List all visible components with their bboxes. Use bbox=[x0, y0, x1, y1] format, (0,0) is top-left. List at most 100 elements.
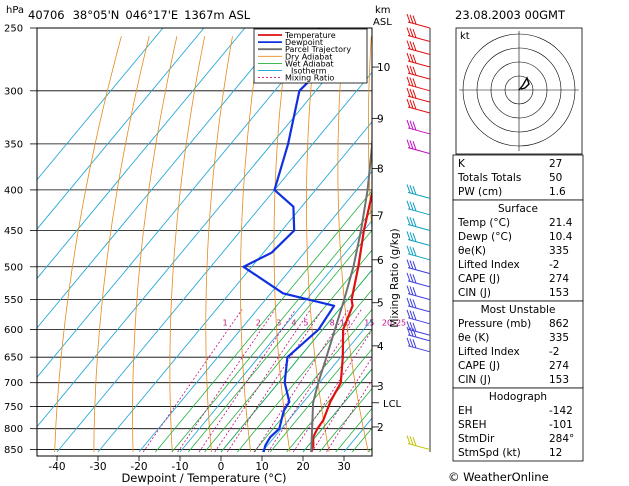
wind-barb-shaft bbox=[407, 267, 431, 275]
series-dewpoint bbox=[242, 28, 336, 453]
wind-barb-250 bbox=[406, 13, 431, 29]
hodograph-trace bbox=[518, 76, 530, 91]
wind-barb-flag bbox=[406, 139, 411, 149]
dry-adiabat bbox=[132, 36, 178, 453]
wet-adiabat bbox=[171, 209, 372, 453]
isotherm bbox=[261, 318, 372, 453]
isotherm bbox=[37, 28, 246, 280]
wet-adiabat bbox=[204, 249, 372, 453]
wind-barb-flag bbox=[412, 121, 417, 131]
wind-barb-510 bbox=[406, 259, 431, 275]
legend-label-3: Dry Adiabat bbox=[285, 52, 332, 61]
p-tick-label-800: 800 bbox=[4, 424, 23, 435]
p-tick-label-650: 650 bbox=[4, 353, 23, 364]
wind-barb-610 bbox=[406, 321, 431, 336]
isotherm bbox=[56, 71, 372, 453]
wind-barb-flag bbox=[406, 231, 411, 241]
wind-barb-530 bbox=[406, 272, 431, 288]
unstable-value-0: 862 bbox=[549, 318, 569, 330]
wind-barb-shaft bbox=[407, 72, 431, 80]
surface-value-3: -2 bbox=[549, 259, 559, 271]
wind-barb-360 bbox=[406, 139, 431, 155]
wind-profile bbox=[406, 13, 431, 452]
wind-barb-flag bbox=[412, 287, 417, 296]
wet-adiabat bbox=[269, 328, 372, 453]
wind-barb-270 bbox=[406, 40, 431, 55]
km-tick-label-6: 6 bbox=[377, 255, 384, 267]
mixing-ratio-line bbox=[198, 309, 296, 453]
top-value-1: 50 bbox=[549, 172, 562, 184]
plot-background: 12345810152025 bbox=[37, 27, 406, 450]
legend-label-1: Dewpoint bbox=[285, 38, 323, 47]
dry-adiabat bbox=[54, 36, 122, 453]
wind-barb-flag bbox=[406, 285, 411, 295]
indices-surface-box bbox=[452, 199, 584, 302]
unstable-label-4: CIN (J) bbox=[458, 374, 491, 386]
x-tick-label--30: -30 bbox=[89, 461, 106, 473]
surface-value-0: 21.4 bbox=[549, 217, 573, 229]
wind-barb-flag bbox=[409, 14, 414, 24]
x-tick-label-0: 0 bbox=[218, 461, 225, 473]
axes: 250300350400450500550600650700750800850-… bbox=[4, 24, 402, 474]
top-value-0: 27 bbox=[549, 158, 562, 170]
isotherm bbox=[179, 219, 372, 453]
wind-barb-flag bbox=[406, 435, 411, 445]
wind-barb-flag bbox=[412, 78, 417, 88]
wind-barb-flag bbox=[406, 326, 411, 336]
isotherm bbox=[37, 28, 287, 329]
isotherm bbox=[138, 170, 372, 453]
wind-barb-flag bbox=[409, 286, 414, 296]
wind-barb-shaft bbox=[407, 21, 431, 29]
x-tick-label-20: 20 bbox=[296, 461, 309, 473]
hodo-label-2: StmDir bbox=[458, 433, 495, 445]
km-tick-label-8: 8 bbox=[377, 164, 384, 176]
wind-barb-310 bbox=[406, 87, 431, 103]
wind-barb-shaft bbox=[407, 35, 431, 42]
mixing-ratio-line bbox=[142, 309, 243, 453]
dry-adiabat bbox=[398, 36, 447, 452]
wind-barb-flag bbox=[409, 53, 414, 63]
wind-barb-flag bbox=[406, 309, 411, 319]
wind-barb-flag bbox=[406, 98, 411, 108]
wind-barb-570 bbox=[406, 297, 431, 313]
dry-adiabat bbox=[368, 36, 372, 237]
mixing-ratio-label-4: 5 bbox=[303, 319, 308, 328]
wind-barb-flag bbox=[412, 41, 417, 51]
credit: © WeatherOnline bbox=[448, 470, 549, 484]
dry-adiabat bbox=[169, 36, 206, 453]
wind-barb-flag bbox=[406, 245, 411, 255]
plot-lines bbox=[37, 28, 629, 453]
wind-barb-850 bbox=[406, 435, 431, 451]
wind-barb-flag bbox=[409, 338, 414, 348]
km-tick-label-3: 3 bbox=[377, 381, 384, 393]
wind-barb-flag bbox=[406, 64, 411, 74]
wet-adiabat bbox=[187, 229, 372, 453]
legend-label-6: Mixing Ratio bbox=[285, 74, 334, 83]
wind-barb-flag bbox=[409, 232, 414, 241]
hodo-label-1: SREH bbox=[458, 419, 487, 431]
unstable-value-3: 274 bbox=[549, 360, 569, 372]
surface-value-5: 153 bbox=[549, 287, 569, 299]
wind-barb-shaft bbox=[407, 305, 431, 313]
wind-barb-flag bbox=[412, 339, 417, 349]
wind-barb-flag bbox=[412, 100, 417, 110]
dry-adiabat bbox=[621, 36, 629, 452]
wet-adiabat bbox=[220, 269, 372, 453]
hodo-value-3: 12 bbox=[549, 447, 562, 459]
wind-barb-shaft bbox=[407, 84, 431, 92]
wind-barb-flag bbox=[406, 52, 411, 62]
wind-barb-shaft bbox=[407, 60, 431, 68]
indices-unstable-box bbox=[452, 300, 584, 389]
mixing-ratio-label-9: 25 bbox=[396, 319, 406, 328]
x-tick-label-10: 10 bbox=[255, 461, 268, 473]
wind-barb-flag bbox=[406, 297, 411, 307]
wet-adiabat bbox=[302, 368, 372, 453]
unstable-label-3: CAPE (J) bbox=[458, 360, 500, 372]
dry-adiabat bbox=[240, 36, 261, 453]
km-tick-label-4: 4 bbox=[377, 341, 384, 353]
wind-barb-shaft bbox=[407, 317, 431, 325]
hodo-label-3: StmSpd (kt) bbox=[458, 447, 521, 459]
wind-barb-flag bbox=[409, 273, 414, 283]
surface-label-3: Lifted Index bbox=[458, 259, 520, 271]
